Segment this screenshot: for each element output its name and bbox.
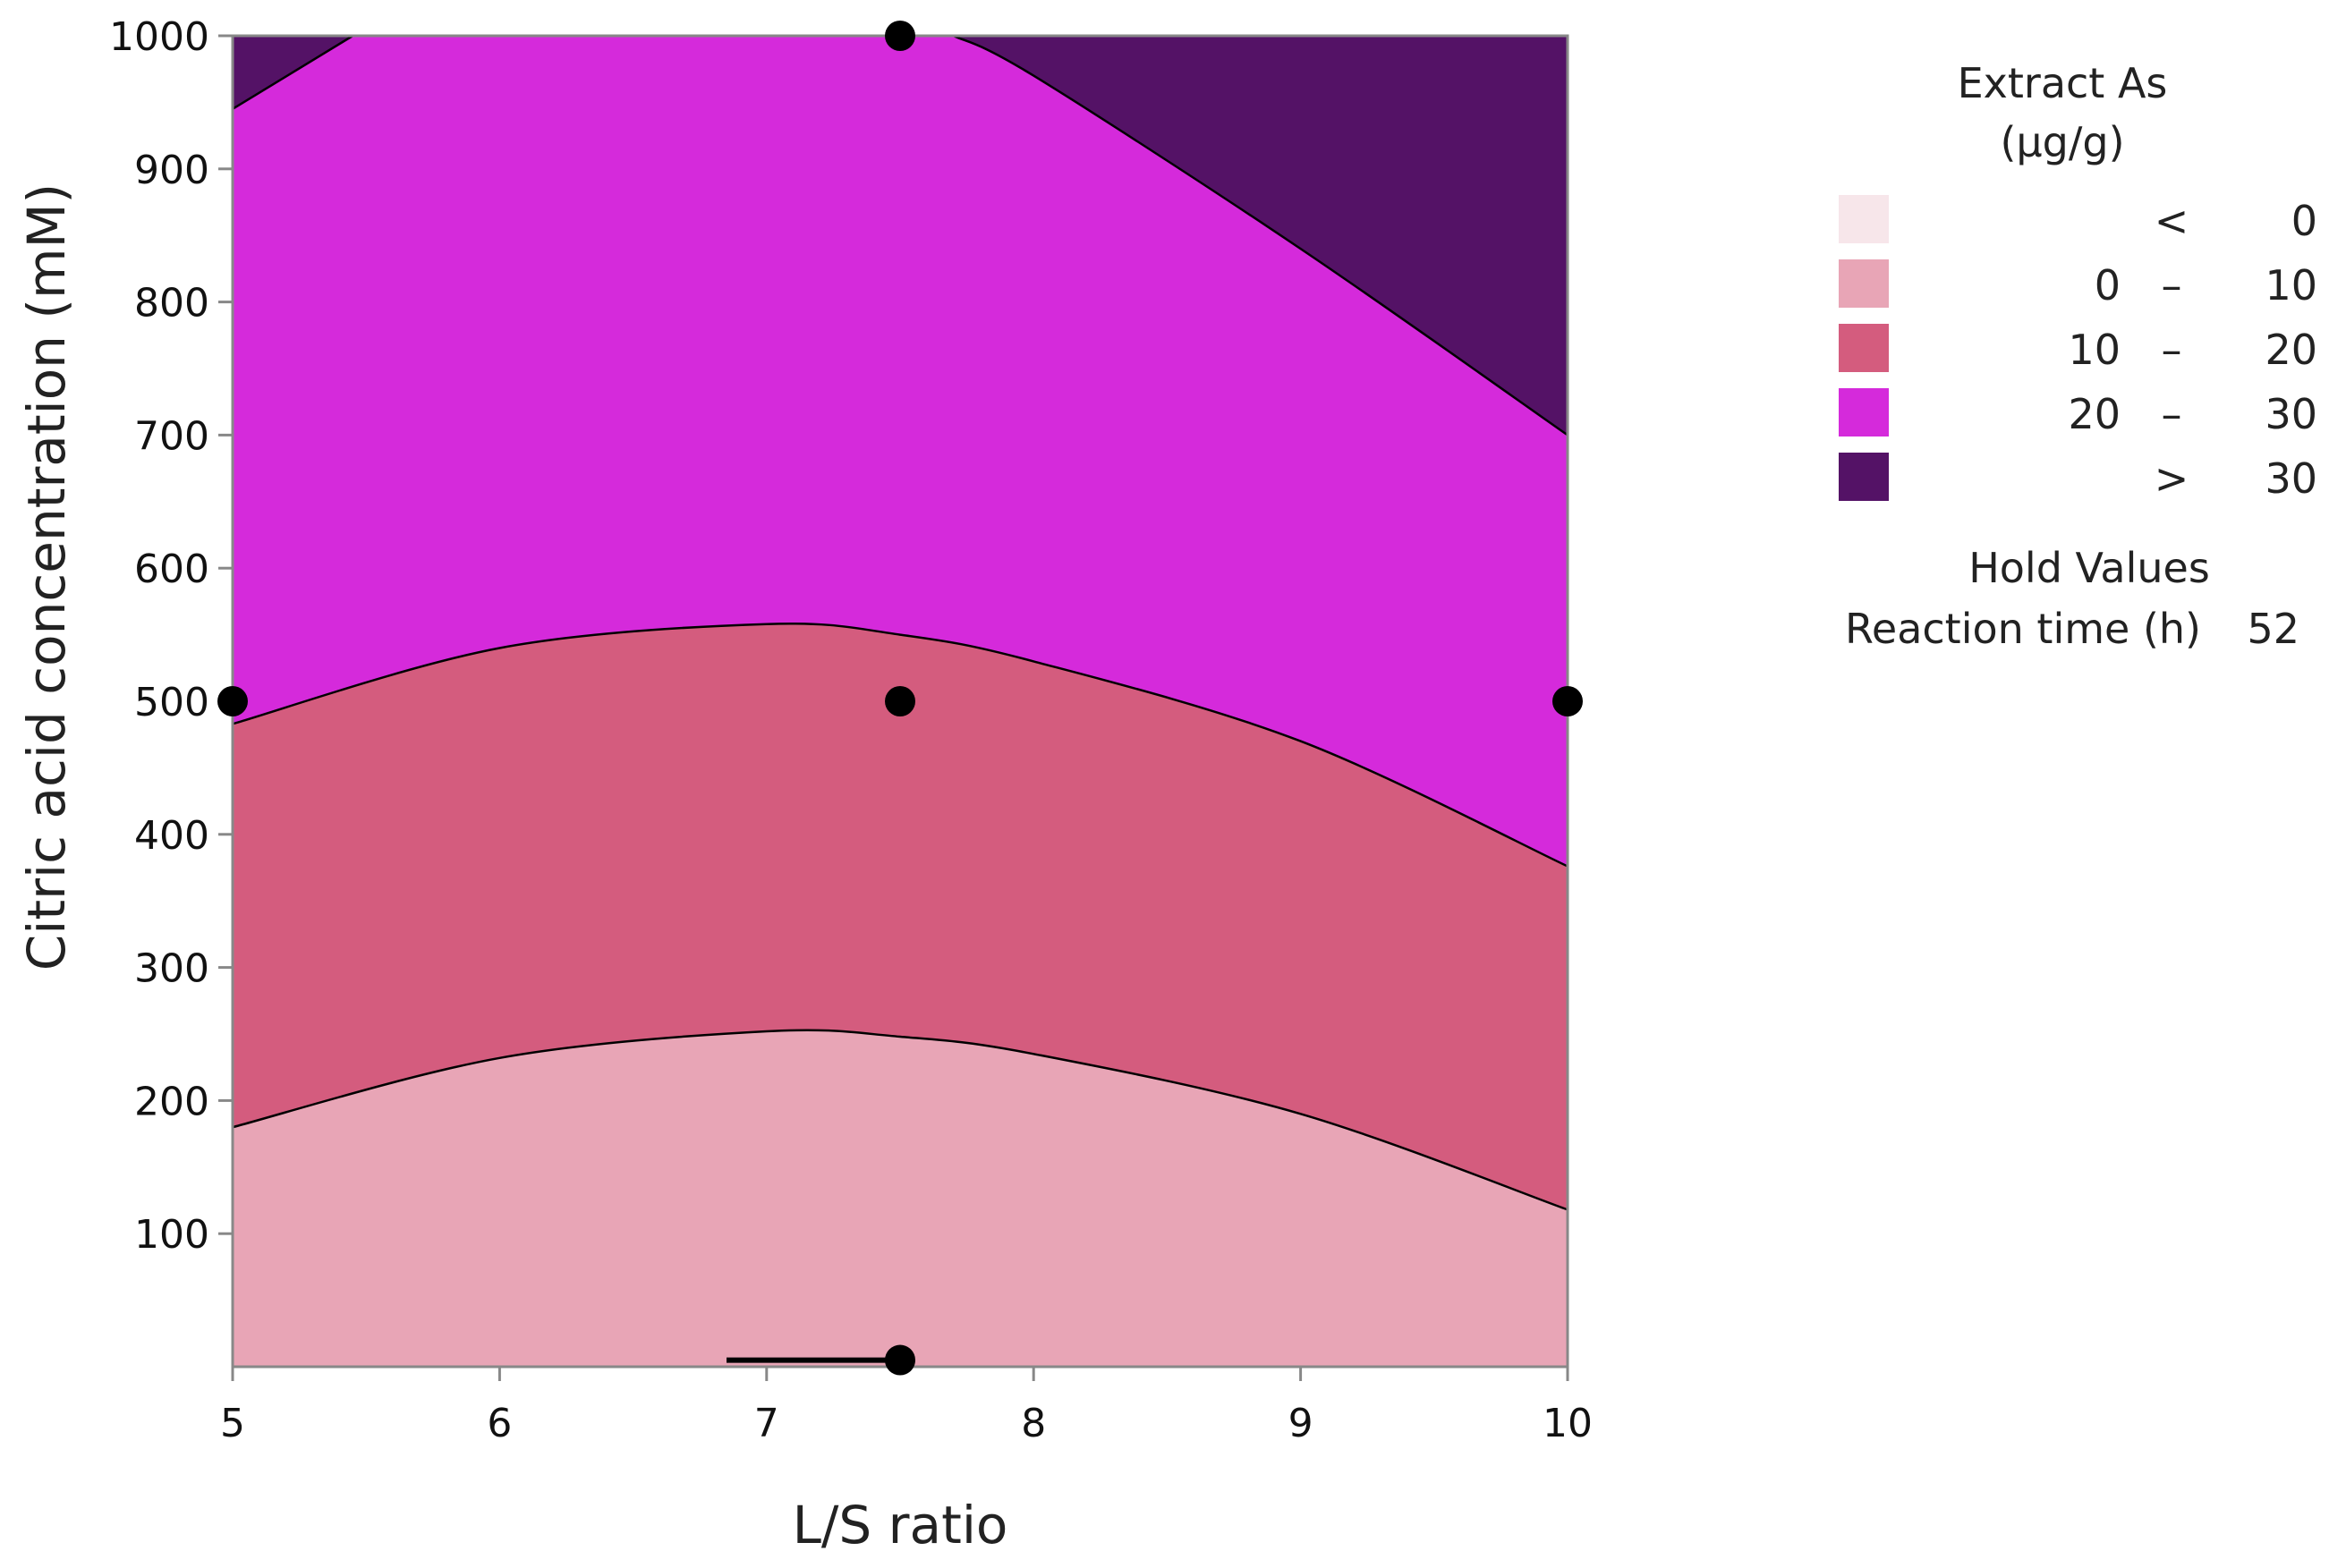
y-tick-label: 1000 bbox=[109, 14, 209, 60]
legend-op: > bbox=[2154, 454, 2189, 503]
legend: Extract As (μg/g) < 0 0 – 10 10 – 20 20 … bbox=[1825, 54, 2326, 669]
y-tick-label: 900 bbox=[134, 148, 209, 193]
contour-fill-layer bbox=[233, 36, 1568, 1367]
axis-ticks: 5 6 7 8 9 10 100 200 300 400 500 600 700 800 900 1000 bbox=[109, 14, 1593, 1446]
legend-high: 30 bbox=[2265, 454, 2317, 503]
legend-op: – bbox=[2161, 261, 2182, 309]
legend-item-above-30: > 30 bbox=[1825, 447, 2326, 512]
legend-item-20-30: 20 – 30 bbox=[1825, 383, 2326, 447]
legend-low: 10 bbox=[2068, 326, 2121, 374]
legend-swatch bbox=[1839, 453, 1889, 501]
x-tick-label: 10 bbox=[1543, 1401, 1593, 1446]
x-axis-title: L/S ratio bbox=[793, 1495, 1008, 1555]
x-tick-label: 6 bbox=[487, 1401, 512, 1446]
legend-high: 20 bbox=[2265, 326, 2317, 374]
design-points bbox=[217, 21, 1583, 1376]
legend-low: 0 bbox=[2094, 261, 2121, 309]
region-20-30 bbox=[233, 36, 1568, 867]
y-tick-label: 600 bbox=[134, 547, 209, 592]
hold-value-number: 52 bbox=[2247, 605, 2299, 653]
design-point bbox=[885, 686, 915, 716]
legend-high: 10 bbox=[2265, 261, 2317, 309]
x-tick-label: 9 bbox=[1288, 1401, 1313, 1446]
y-tick-label: 400 bbox=[134, 813, 209, 859]
contour-line-10 bbox=[232, 1029, 1568, 1211]
legend-item-0-10: 0 – 10 bbox=[1825, 254, 2326, 318]
y-tick-label: 100 bbox=[134, 1212, 209, 1258]
legend-high: 30 bbox=[2265, 390, 2317, 438]
region-above-30-right bbox=[953, 36, 1568, 436]
legend-high: 0 bbox=[2291, 197, 2317, 245]
legend-swatch bbox=[1839, 324, 1889, 372]
legend-title-line2: (μg/g) bbox=[2000, 118, 2125, 166]
y-tick-label: 500 bbox=[134, 680, 209, 725]
legend-items: < 0 0 – 10 10 – 20 20 – 30 > 30 bbox=[1825, 190, 2326, 512]
y-axis-title: Citric acid concentration (mM) bbox=[16, 183, 77, 970]
legend-item-below-0: < 0 bbox=[1825, 190, 2326, 254]
contour-line-20 bbox=[232, 622, 1568, 868]
legend-item-10-20: 10 – 20 bbox=[1825, 318, 2326, 383]
y-tick-label: 700 bbox=[134, 413, 209, 459]
design-point bbox=[217, 686, 248, 716]
design-point bbox=[885, 21, 915, 51]
contour-line-30 bbox=[232, 34, 353, 110]
x-tick-label: 7 bbox=[754, 1401, 779, 1446]
legend-swatch bbox=[1839, 388, 1889, 436]
contour-plot: 5 6 7 8 9 10 100 200 300 400 500 600 700 800 900 1000 L… bbox=[16, 14, 1593, 1555]
hold-value-label: Reaction time (h) bbox=[1845, 605, 2202, 653]
x-tick-label: 5 bbox=[220, 1401, 245, 1446]
design-point bbox=[1552, 686, 1583, 716]
hold-values-title: Hold Values bbox=[1968, 544, 2210, 592]
hold-values-row: Reaction time (h) 52 bbox=[1825, 598, 2326, 669]
legend-op: – bbox=[2161, 390, 2182, 438]
x-tick-label: 8 bbox=[1021, 1401, 1046, 1446]
contour-line-30 bbox=[953, 34, 1568, 436]
y-tick-label: 200 bbox=[134, 1079, 209, 1124]
legend-op: < bbox=[2154, 197, 2189, 245]
y-tick-label: 800 bbox=[134, 281, 209, 326]
legend-swatch bbox=[1839, 195, 1889, 243]
legend-swatch bbox=[1839, 259, 1889, 308]
design-point bbox=[885, 1344, 915, 1376]
legend-title-line1: Extract As bbox=[1957, 59, 2168, 107]
y-tick-label: 300 bbox=[134, 946, 209, 992]
legend-op: – bbox=[2161, 326, 2182, 374]
legend-low: 20 bbox=[2068, 390, 2121, 438]
